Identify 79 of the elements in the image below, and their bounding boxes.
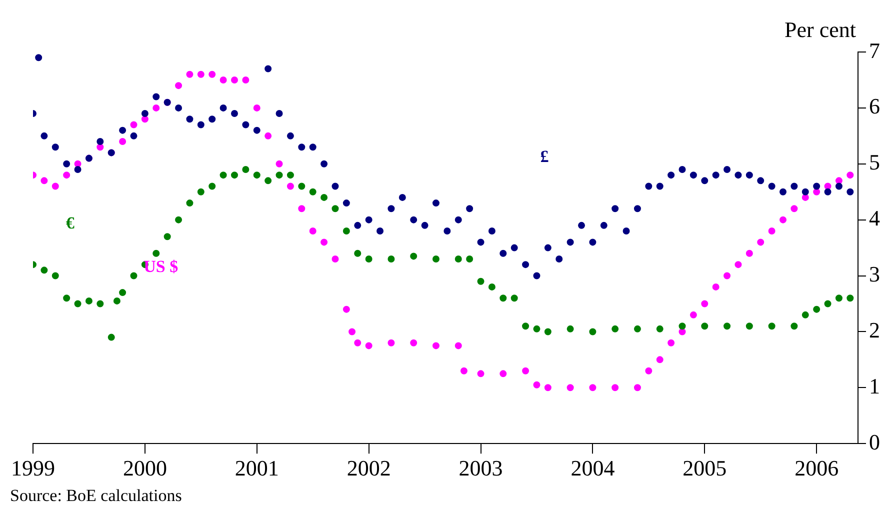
text: € bbox=[66, 214, 75, 233]
point bbox=[724, 322, 731, 330]
point bbox=[276, 172, 283, 179]
point bbox=[96, 300, 104, 308]
point bbox=[678, 322, 686, 330]
point bbox=[197, 188, 204, 196]
point bbox=[164, 233, 171, 240]
point bbox=[488, 283, 496, 290]
y-tick-label: 6 bbox=[869, 94, 880, 119]
point bbox=[286, 172, 294, 179]
y-tick-label: 5 bbox=[869, 150, 880, 175]
x-tick-label: 2003 bbox=[458, 456, 503, 481]
point bbox=[500, 294, 507, 302]
point bbox=[119, 289, 126, 296]
point bbox=[410, 252, 418, 260]
point bbox=[656, 325, 664, 332]
point bbox=[388, 255, 395, 262]
x-tick-label: 2004 bbox=[570, 456, 615, 481]
point bbox=[746, 322, 753, 330]
x-tick-label: 2000 bbox=[122, 456, 167, 481]
y-axis-title: Per cent bbox=[784, 16, 856, 42]
point bbox=[544, 328, 552, 336]
y-tick-label: 7 bbox=[869, 38, 880, 63]
point bbox=[522, 322, 530, 330]
point bbox=[813, 306, 820, 313]
point bbox=[253, 172, 260, 179]
point bbox=[634, 325, 641, 332]
x-tick-label: 2002 bbox=[346, 456, 391, 481]
point bbox=[52, 272, 59, 280]
point bbox=[835, 294, 842, 302]
source-note: Source: BoE calculations bbox=[10, 486, 183, 506]
point bbox=[63, 294, 70, 302]
point bbox=[74, 300, 82, 308]
point bbox=[589, 328, 596, 336]
point bbox=[432, 255, 440, 262]
point bbox=[846, 294, 854, 302]
point bbox=[701, 322, 708, 330]
point bbox=[365, 255, 372, 262]
point bbox=[790, 322, 798, 330]
point bbox=[309, 188, 316, 196]
point bbox=[242, 166, 250, 173]
y-tick-label: 0 bbox=[869, 429, 880, 454]
point bbox=[85, 297, 92, 304]
point bbox=[320, 194, 328, 201]
point bbox=[186, 200, 194, 207]
point bbox=[108, 334, 115, 341]
point bbox=[208, 182, 216, 190]
point bbox=[152, 250, 160, 257]
point bbox=[566, 325, 574, 332]
point bbox=[230, 172, 238, 179]
point bbox=[466, 255, 474, 262]
point bbox=[113, 297, 120, 304]
point bbox=[454, 255, 462, 262]
point bbox=[130, 272, 138, 280]
point bbox=[612, 325, 619, 332]
point bbox=[824, 300, 832, 308]
y-tick-label: 1 bbox=[869, 373, 880, 398]
text: US $ bbox=[144, 256, 179, 276]
point bbox=[332, 205, 339, 212]
x-tick-label: 1999 bbox=[11, 456, 55, 481]
point bbox=[220, 172, 227, 179]
text: £ bbox=[540, 147, 549, 166]
point bbox=[533, 325, 540, 332]
point bbox=[354, 250, 362, 257]
y-tick-label: 2 bbox=[869, 317, 880, 342]
point bbox=[175, 216, 182, 224]
point bbox=[264, 177, 272, 184]
y-tick-label: 3 bbox=[869, 262, 880, 287]
point bbox=[40, 266, 48, 274]
x-tick-label: 2006 bbox=[794, 456, 839, 481]
y-tick-label: 4 bbox=[869, 206, 880, 231]
x-tick-label: 2001 bbox=[234, 456, 279, 481]
x-tick-label: 2005 bbox=[682, 456, 727, 481]
point bbox=[802, 311, 809, 318]
point bbox=[298, 182, 306, 190]
point bbox=[768, 322, 776, 330]
point bbox=[477, 278, 484, 285]
point bbox=[342, 228, 350, 235]
point bbox=[510, 294, 518, 302]
